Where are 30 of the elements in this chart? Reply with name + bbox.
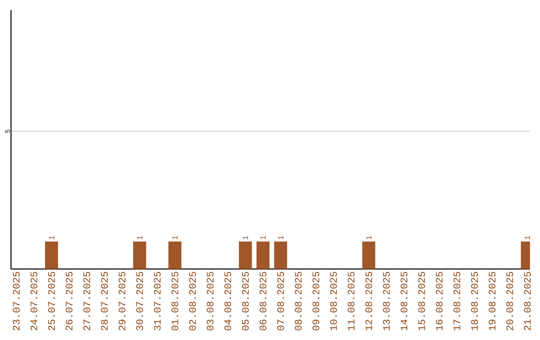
x-tick-label: 09.08.2025 — [312, 272, 320, 330]
x-tick-label: 25.07.2025 — [48, 272, 55, 330]
x-tick-label: 26.07.2025 — [66, 272, 73, 330]
x-tick-label: 31.07.2025 — [154, 272, 161, 330]
x-tick-label: 20.08.2025 — [506, 272, 514, 330]
x-tick-label: 08.08.2025 — [294, 272, 302, 330]
x-tick-label: 07.08.2025 — [277, 272, 284, 330]
x-tick-label: 28.07.2025 — [101, 272, 108, 330]
x-tick-label: 24.07.2025 — [30, 272, 38, 330]
x-tick-label: 16.08.2025 — [436, 272, 443, 330]
x-tick-label: 29.07.2025 — [118, 272, 126, 330]
x-tick-label: 30.07.2025 — [136, 272, 144, 330]
x-tick-label: 17.08.2025 — [453, 272, 460, 330]
x-tick-label: 01.08.2025 — [172, 272, 178, 330]
x-tick-label: 23.07.2025 — [12, 272, 20, 330]
x-tick-label: 21.08.2025 — [524, 272, 531, 330]
x-tick-label: 06.08.2025 — [260, 272, 266, 330]
x-tick-label: 11.08.2025 — [348, 272, 355, 330]
x-tick-label: 05.08.2025 — [242, 272, 249, 330]
x-tick-label: 18.08.2025 — [471, 272, 478, 330]
x-tick-label: 02.08.2025 — [189, 272, 196, 330]
x-tick-label: 13.08.2025 — [382, 272, 390, 330]
x-tick-label: 15.08.2025 — [418, 272, 425, 330]
x-tick-label: 04.08.2025 — [224, 272, 232, 330]
x-tick-label: 27.07.2025 — [83, 272, 90, 330]
x-tick-label: 19.08.2025 — [488, 272, 496, 330]
x-tick-label: 03.08.2025 — [206, 272, 214, 330]
x-tick-label: 12.08.2025 — [365, 272, 372, 330]
x-tick-label: 10.08.2025 — [330, 272, 337, 330]
x-tick-label: 14.08.2025 — [400, 272, 408, 330]
